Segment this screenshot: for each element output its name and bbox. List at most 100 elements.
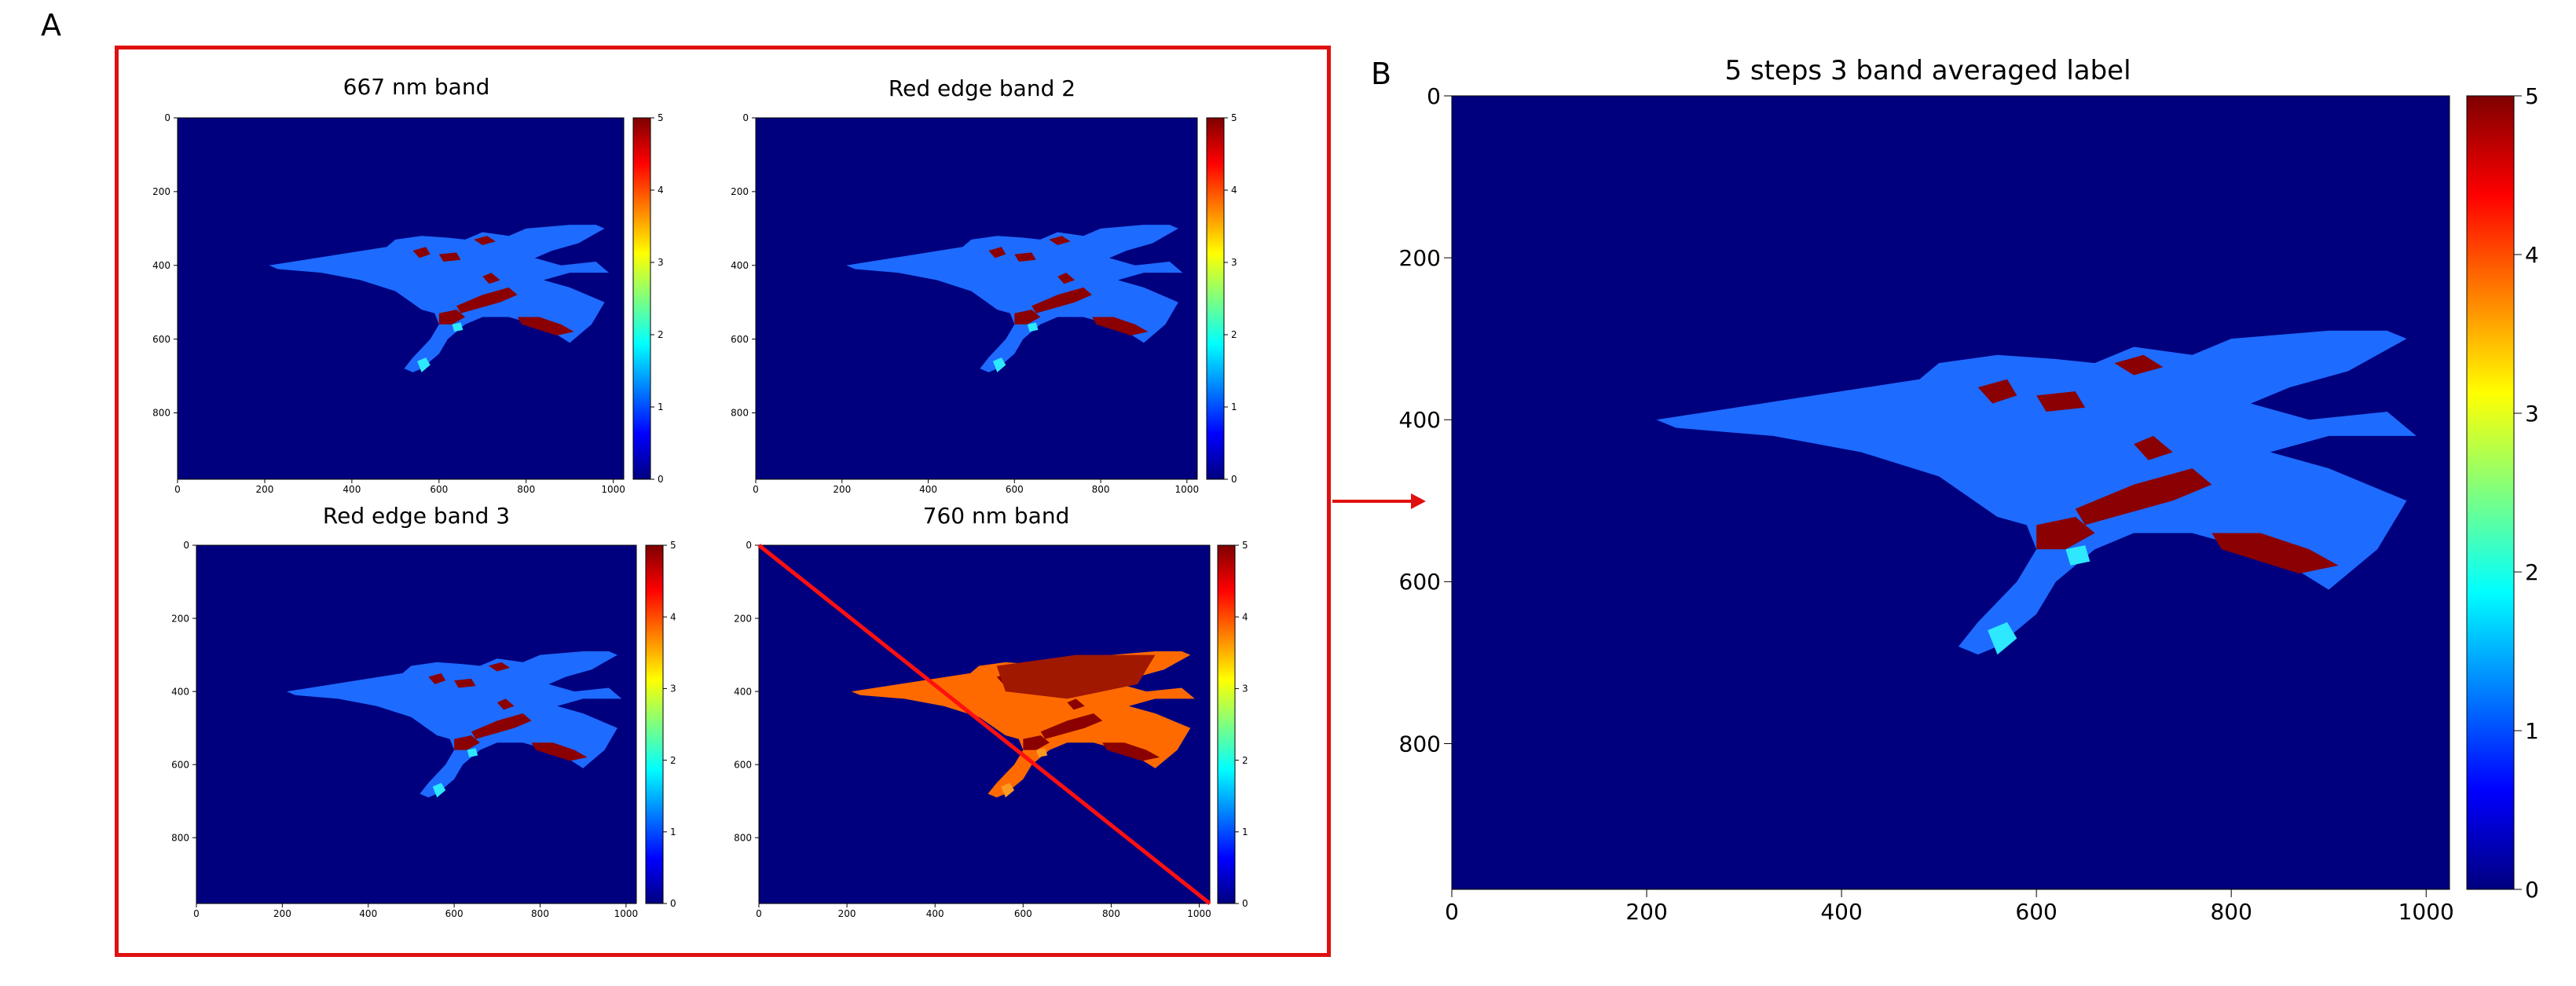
heatmap-region-hot (1057, 273, 1075, 284)
y-tick-label: 200 (1399, 245, 1441, 271)
x-tick-label: 800 (1092, 484, 1110, 495)
colorbar-tick-label: 1 (1231, 401, 1237, 412)
y-tick-label: 800 (734, 832, 752, 843)
y-tick-label: 600 (152, 334, 170, 345)
colorbar-tick-label: 0 (670, 898, 676, 909)
x-tick-label: 400 (1820, 899, 1862, 925)
heatmap-region-mid (1001, 783, 1015, 798)
x-tick-label: 600 (430, 484, 448, 495)
y-tick-label: 400 (152, 260, 170, 271)
colorbar (632, 117, 651, 480)
y-tick-label: 400 (171, 686, 189, 697)
x-tick-label: 800 (531, 908, 549, 919)
x-tick-label: 400 (919, 484, 937, 495)
subplot-title-760: 760 nm band (922, 503, 1070, 529)
colorbar-tick-label: 4 (2525, 242, 2539, 268)
x-tick-label: 400 (343, 484, 361, 495)
panel-a-frame (115, 46, 1331, 957)
subplot-title-red-edge-3: Red edge band 3 (322, 503, 511, 529)
heatmap-region-leaf (286, 651, 622, 798)
colorbar-tick-label: 3 (670, 684, 676, 695)
heatmap-region-hot (2036, 391, 2086, 412)
heatmap-region-leaf (1656, 330, 2417, 655)
x-tick-label: 400 (926, 908, 944, 919)
heatmap-region-mid (432, 783, 446, 798)
colorbar-tick-label: 5 (670, 540, 676, 551)
x-tick-label: 600 (2015, 899, 2057, 925)
y-tick-label: 0 (746, 540, 752, 551)
heatmap-region-leaf (846, 225, 1183, 372)
x-tick-label: 0 (756, 908, 762, 919)
colorbar-tick-label: 3 (658, 257, 664, 268)
x-tick-label: 600 (445, 908, 464, 919)
y-tick-label: 0 (183, 540, 189, 551)
heatmap-region-hot (1031, 287, 1093, 313)
heatmap-region-hot (1014, 252, 1036, 262)
colorbar-tick-label: 5 (658, 112, 664, 123)
x-tick-label: 200 (1625, 899, 1667, 925)
y-tick-label: 600 (731, 334, 749, 345)
heatmap-region-mid (1988, 621, 2017, 655)
x-tick-label: 400 (359, 908, 377, 919)
heatmap-region-hot (454, 735, 480, 750)
colorbar-tick-label: 1 (2525, 718, 2539, 744)
y-tick-label: 600 (171, 759, 189, 770)
x-tick-label: 800 (517, 484, 535, 495)
colorbar-tick-label: 4 (658, 185, 664, 196)
colorbar-tick-label: 3 (2525, 401, 2539, 427)
x-tick-label: 0 (193, 908, 200, 919)
colorbar-tick-label: 2 (2525, 559, 2539, 585)
heatmap-region-mid (452, 322, 464, 332)
colorbar-tick-label: 4 (670, 611, 676, 622)
colorbar-tick-label: 2 (1231, 329, 1237, 340)
y-tick-label: 400 (731, 260, 749, 271)
subplot-title-red-edge-2: Red edge band 2 (888, 75, 1076, 101)
heatmap-region-hot (988, 247, 1006, 258)
heatmap-region-hot (2211, 533, 2339, 574)
colorbar-tick-label: 5 (1242, 540, 1248, 551)
colorbar-tick-label: 0 (658, 474, 664, 485)
colorbar-tick-label: 1 (1242, 827, 1248, 838)
x-tick-label: 1000 (614, 908, 639, 919)
x-tick-label: 0 (753, 484, 759, 495)
subplot-title-667: 667 nm band (343, 74, 490, 100)
heatmap-region-hot (517, 317, 574, 335)
heatmap-region-mid (417, 357, 431, 372)
diagonal-annotation-line (757, 544, 1211, 905)
heatmap-region-hot (531, 742, 588, 761)
y-tick-label: 600 (734, 759, 752, 770)
heatmap-region-mid (1036, 748, 1048, 757)
x-tick-label: 1000 (1187, 908, 1211, 919)
y-tick-label: 800 (171, 832, 189, 843)
colorbar-tick-label: 1 (670, 827, 676, 838)
heatmap-region-mid (2065, 544, 2090, 566)
heatmap-region-mid (992, 357, 1006, 372)
colorbar-tick-label: 3 (1231, 257, 1237, 268)
colorbar-tick-label: 4 (1231, 185, 1237, 196)
y-tick-label: 200 (731, 186, 749, 197)
x-tick-label: 600 (1014, 908, 1032, 919)
y-tick-label: 400 (1399, 407, 1441, 433)
colorbar (645, 544, 664, 904)
x-tick-label: 1000 (1175, 484, 1200, 495)
colorbar-tick-label: 1 (658, 401, 664, 412)
y-tick-label: 0 (742, 112, 749, 123)
y-tick-label: 200 (734, 613, 752, 624)
heatmap-region-hot (2075, 468, 2212, 526)
heatmap-region-hot (1014, 310, 1041, 324)
y-tick-label: 600 (1399, 569, 1441, 595)
heatmap-region-hot (428, 673, 446, 684)
y-tick-label: 400 (734, 686, 752, 697)
x-tick-label: 1000 (2398, 899, 2454, 925)
heatmap-region-leaf (269, 225, 610, 372)
colorbar-tick-label: 2 (670, 755, 676, 766)
heatmap-region-hot (996, 654, 1156, 699)
arrow-head-icon (1411, 493, 1426, 509)
heatmap-region-hot (2114, 354, 2164, 376)
x-tick-label: 0 (1445, 899, 1459, 925)
heatmap-region-hot (2134, 435, 2173, 460)
y-tick-label: 800 (152, 408, 170, 419)
